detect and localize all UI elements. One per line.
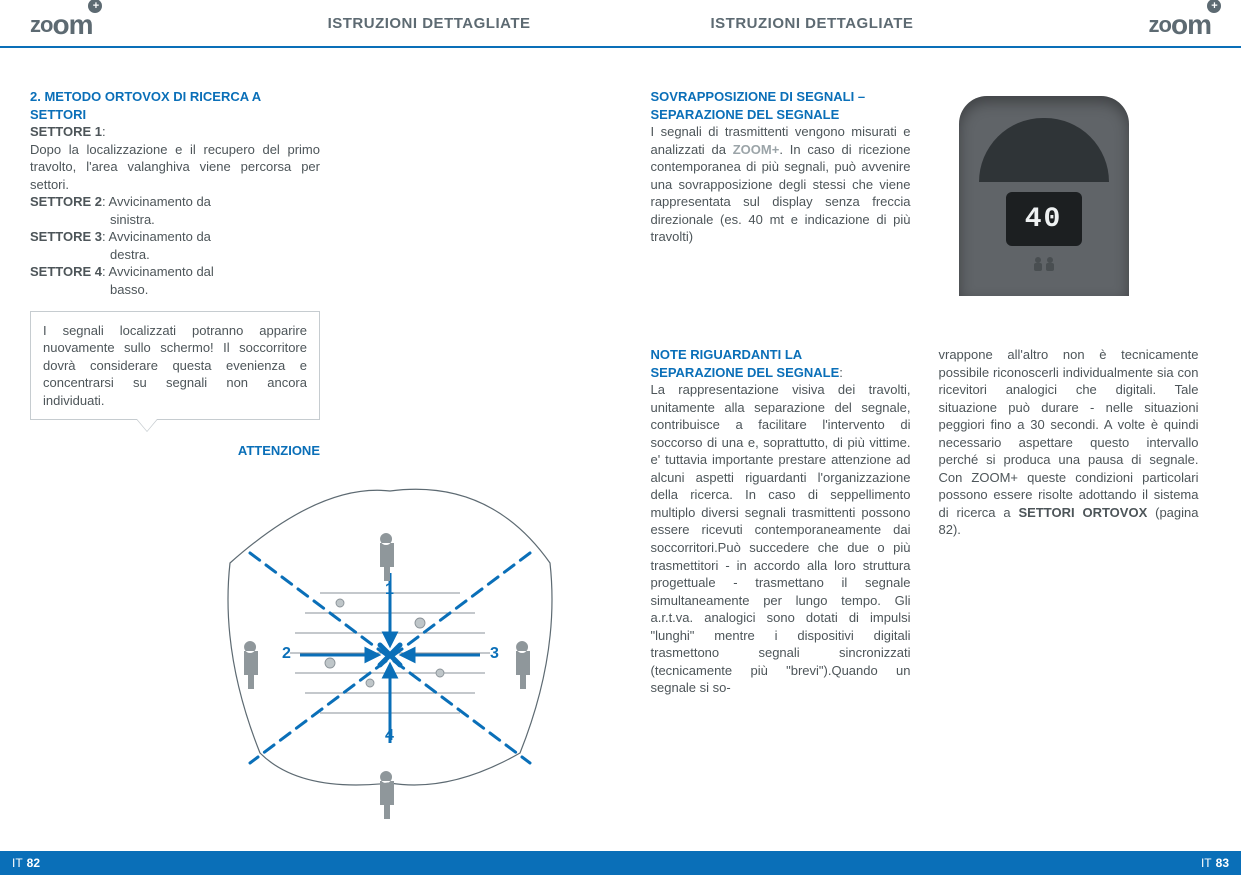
- notes-2a: vrappone all'altro non è tecnicamente po…: [939, 347, 1199, 520]
- device-body: 40: [959, 96, 1129, 296]
- diagram-num-4: 4: [385, 727, 394, 745]
- footer-lang: IT: [12, 856, 23, 870]
- callout-tail-icon: [136, 419, 158, 432]
- overlap-head-1: SOVRAPPOSIZIONE DI SEGNALI: [651, 89, 855, 104]
- logo-text: zo: [30, 12, 52, 37]
- content-left: 2. METODO ORTOVOX DI RICERCA A SETTORI S…: [0, 48, 621, 851]
- sector-3-cont: destra.: [30, 246, 320, 264]
- logo-text: zo: [1149, 12, 1171, 37]
- sector-1: SETTORE 1:: [30, 123, 320, 141]
- attention-callout: I segnali localizzati potranno apparire …: [30, 311, 320, 421]
- left-column: 2. METODO ORTOVOX DI RICERCA A SETTORI S…: [30, 88, 320, 460]
- page-title: ISTRUZIONI DETTAGLIATE: [92, 15, 590, 32]
- header-right: ISTRUZIONI DETTAGLIATE zoom +: [621, 0, 1241, 48]
- logo-text: m: [1187, 9, 1211, 40]
- right-bottom-row: NOTE RIGUARDANTI LA SEPARAZIONE DEL SEGN…: [651, 346, 1212, 697]
- sector-1-text: Dopo la localizzazione e il recupero del…: [30, 141, 320, 194]
- page-left: zoom + ISTRUZIONI DETTAGLIATE 2. METODO …: [0, 0, 621, 875]
- logo-text: m: [69, 9, 93, 40]
- sector-label: SETTORE 4: [30, 264, 102, 279]
- footer-left: IT 82: [0, 851, 621, 875]
- overlap-body: I segnali di trasmittenti vengono misura…: [651, 123, 911, 246]
- device-reading: 40: [1025, 204, 1063, 235]
- sector-4-cont: basso.: [30, 281, 320, 299]
- zoom-logo: zoom +: [1149, 7, 1211, 39]
- content-right: SOVRAPPOSIZIONE DI SEGNALI – SEPARAZIONE…: [621, 48, 1241, 851]
- overlap-heading: SOVRAPPOSIZIONE DI SEGNALI – SEPARAZIONE…: [651, 88, 911, 123]
- zoom-inline: ZOOM+: [733, 142, 780, 157]
- plus-icon: +: [88, 0, 102, 13]
- section-title: METODO ORTOVOX DI RICERCA A SETTORI: [30, 89, 261, 122]
- multi-victim-icon: [1031, 256, 1057, 272]
- sector-diagram: 1 2 3 4: [190, 473, 590, 823]
- sector-diagram-svg: [190, 473, 590, 823]
- notes-colon: :: [839, 365, 843, 380]
- sector-2: SETTORE 2: Avvicinamento da: [30, 193, 320, 211]
- page-title: ISTRUZIONI DETTAGLIATE: [651, 15, 1149, 32]
- device-screen: 40: [1006, 192, 1082, 246]
- logo-text: o: [1171, 9, 1187, 40]
- section-heading: 2. METODO ORTOVOX DI RICERCA A SETTORI: [30, 88, 320, 123]
- right-top-row: SOVRAPPOSIZIONE DI SEGNALI – SEPARAZIONE…: [651, 88, 1212, 298]
- overlap-head-2: SEPARAZIONE DEL SEGNALE: [651, 107, 840, 122]
- footer-right: IT 83: [621, 851, 1241, 875]
- notes-head-1: NOTE RIGUARDANTI LA: [651, 347, 803, 362]
- logo-text: o: [52, 9, 68, 40]
- notes-col-2: vrappone all'altro non è tecnicamente po…: [939, 346, 1199, 697]
- notes-col-1: NOTE RIGUARDANTI LA SEPARAZIONE DEL SEGN…: [651, 346, 911, 697]
- notes-heading: NOTE RIGUARDANTI LA SEPARAZIONE DEL SEGN…: [651, 346, 911, 381]
- sector-label: SETTORE 3: [30, 229, 102, 244]
- notes-body-1: La rappresentazione visiva dei travolti,…: [651, 381, 911, 697]
- page-right: ISTRUZIONI DETTAGLIATE zoom + SOVRAPPOSI…: [621, 0, 1241, 875]
- overlap-column: SOVRAPPOSIZIONE DI SEGNALI – SEPARAZIONE…: [651, 88, 911, 298]
- page-spread: zoom + ISTRUZIONI DETTAGLIATE 2. METODO …: [0, 0, 1241, 875]
- plus-icon: +: [1207, 0, 1221, 13]
- diagram-num-3: 3: [490, 645, 499, 663]
- header-left: zoom + ISTRUZIONI DETTAGLIATE: [0, 0, 621, 48]
- attention-label: ATTENZIONE: [30, 442, 320, 460]
- sector-3: SETTORE 3: Avvicinamento da: [30, 228, 320, 246]
- footer-page-num: 83: [1216, 856, 1229, 870]
- device-dial: [979, 118, 1109, 182]
- notes-body-2: vrappone all'altro non è tecnicamente po…: [939, 346, 1199, 539]
- callout-text: I segnali localizzati potranno apparire …: [43, 323, 307, 408]
- sector-4: SETTORE 4: Avvicinamento dal: [30, 263, 320, 281]
- diagram-num-1: 1: [385, 581, 394, 599]
- sector-label: SETTORE 1: [30, 124, 102, 139]
- notes-head-2: SEPARAZIONE DEL SEGNALE: [651, 365, 840, 380]
- sector-label: SETTORE 2: [30, 194, 102, 209]
- diagram-num-2: 2: [282, 645, 291, 663]
- footer-page-num: 82: [27, 856, 40, 870]
- device-illustration: 40: [939, 88, 1139, 298]
- footer-lang: IT: [1201, 856, 1212, 870]
- zoom-logo: zoom +: [30, 7, 92, 39]
- notes-2-bold: SETTORI ORTOVOX: [1019, 505, 1148, 520]
- overlap-dash: –: [854, 89, 865, 104]
- overlap-body-b: . In caso di ricezione contemporanea di …: [651, 142, 911, 245]
- sector-2-cont: sinistra.: [30, 211, 320, 229]
